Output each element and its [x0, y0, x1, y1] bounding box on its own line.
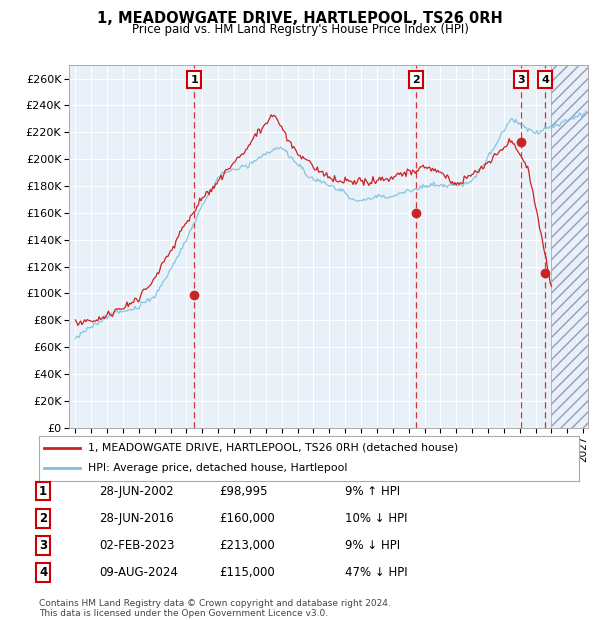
Text: 1: 1 [39, 485, 47, 497]
Bar [551, 65, 588, 428]
Text: 4: 4 [541, 74, 549, 84]
Text: Price paid vs. HM Land Registry's House Price Index (HPI): Price paid vs. HM Land Registry's House … [131, 23, 469, 36]
Text: 28-JUN-2016: 28-JUN-2016 [99, 512, 174, 525]
Text: 02-FEB-2023: 02-FEB-2023 [99, 539, 175, 552]
Text: HPI: Average price, detached house, Hartlepool: HPI: Average price, detached house, Hart… [88, 463, 347, 474]
Text: £213,000: £213,000 [219, 539, 275, 552]
Text: 1, MEADOWGATE DRIVE, HARTLEPOOL, TS26 0RH (detached house): 1, MEADOWGATE DRIVE, HARTLEPOOL, TS26 0R… [88, 443, 458, 453]
Text: 2: 2 [413, 74, 421, 84]
Text: £160,000: £160,000 [219, 512, 275, 525]
Text: 4: 4 [39, 567, 47, 579]
Text: 9% ↑ HPI: 9% ↑ HPI [345, 485, 400, 497]
Text: 10% ↓ HPI: 10% ↓ HPI [345, 512, 407, 525]
Text: 2: 2 [39, 512, 47, 525]
Text: 3: 3 [39, 539, 47, 552]
Text: 9% ↓ HPI: 9% ↓ HPI [345, 539, 400, 552]
Text: 3: 3 [517, 74, 525, 84]
Text: 09-AUG-2024: 09-AUG-2024 [99, 567, 178, 579]
Text: £98,995: £98,995 [219, 485, 268, 497]
Text: 47% ↓ HPI: 47% ↓ HPI [345, 567, 407, 579]
Text: £115,000: £115,000 [219, 567, 275, 579]
Text: Contains HM Land Registry data © Crown copyright and database right 2024.
This d: Contains HM Land Registry data © Crown c… [39, 599, 391, 618]
Text: 1: 1 [190, 74, 198, 84]
Text: 1, MEADOWGATE DRIVE, HARTLEPOOL, TS26 0RH: 1, MEADOWGATE DRIVE, HARTLEPOOL, TS26 0R… [97, 11, 503, 26]
Text: 28-JUN-2002: 28-JUN-2002 [99, 485, 173, 497]
